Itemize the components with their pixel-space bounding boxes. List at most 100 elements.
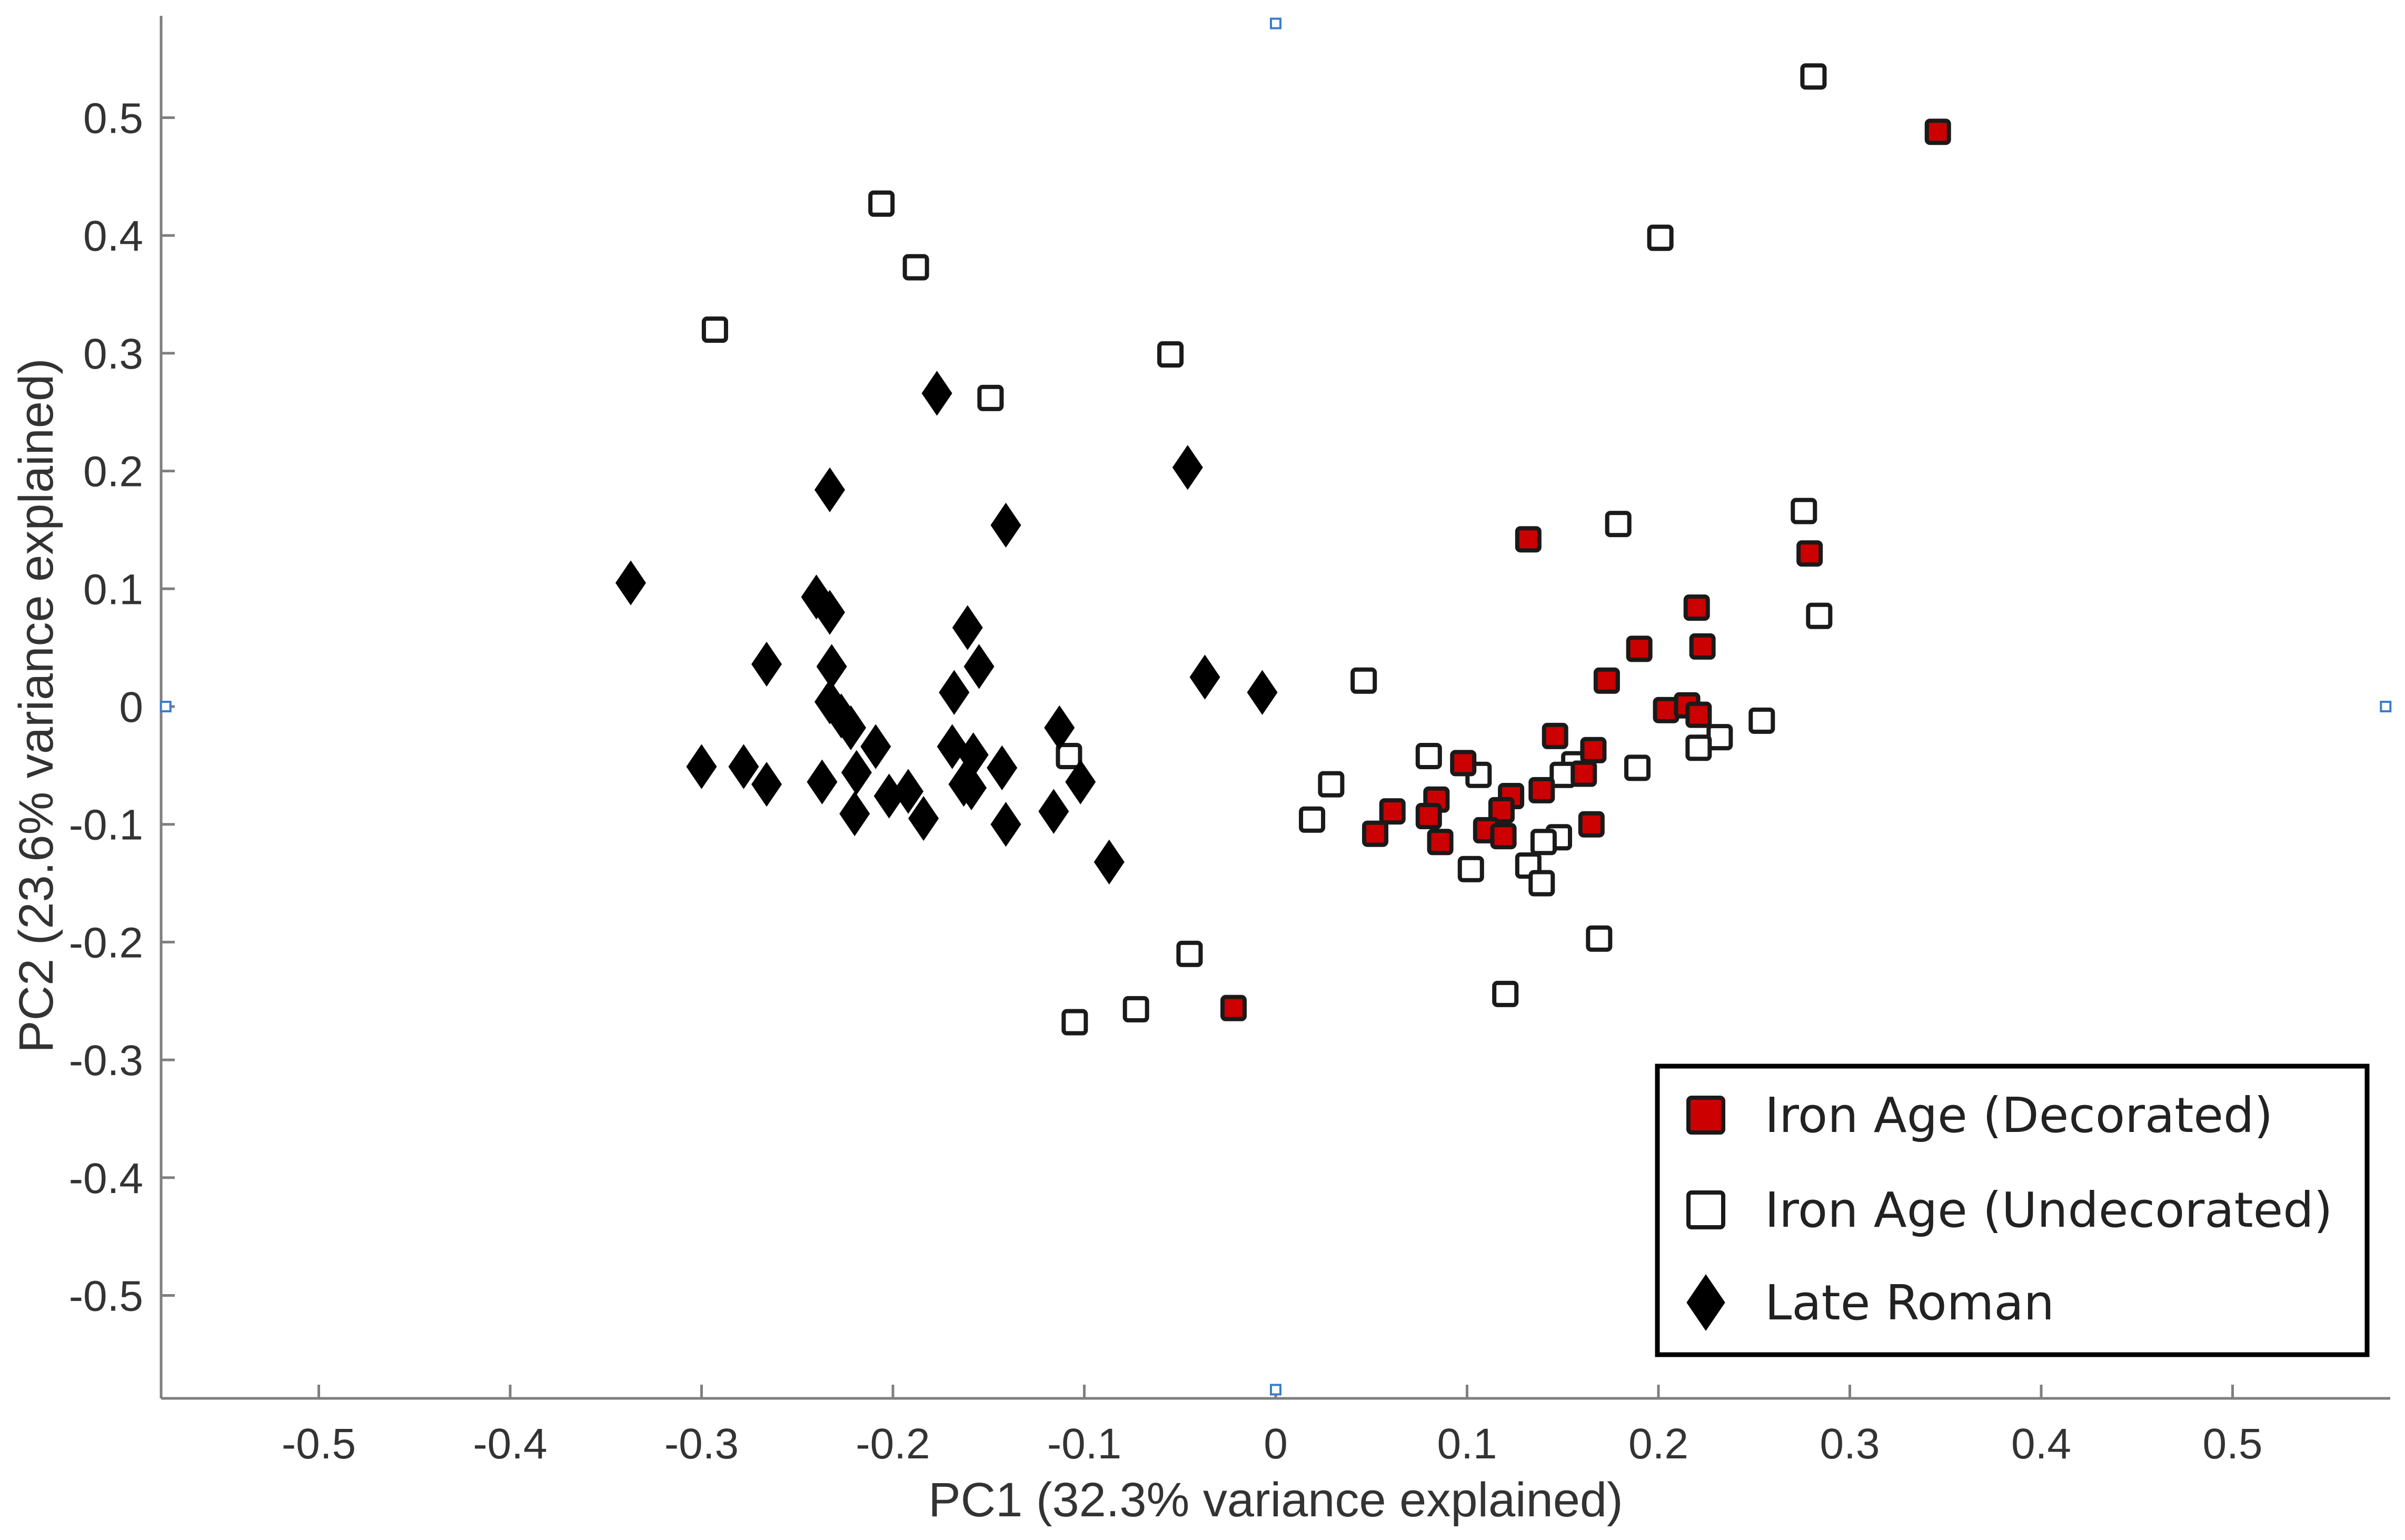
- series-iron-age-undecorated: [701, 63, 1833, 1036]
- data-point: [1220, 995, 1247, 1021]
- legend-marker: [1686, 1190, 1725, 1229]
- data-point: [686, 744, 717, 789]
- data-point: [987, 745, 1018, 790]
- data-point: [1488, 797, 1515, 823]
- x-tick-label: -0.3: [664, 1420, 739, 1468]
- data-point: [937, 724, 968, 769]
- data-point: [1578, 811, 1605, 838]
- x-tick-label: 0.4: [2011, 1420, 2071, 1468]
- data-point: [1415, 742, 1442, 769]
- data-point: [908, 796, 939, 841]
- y-tick-label: -0.4: [69, 1155, 143, 1203]
- data-point: [1299, 806, 1326, 833]
- data-point: [1571, 760, 1597, 787]
- legend-marker: [1686, 1096, 1725, 1135]
- data-point: [1549, 761, 1576, 788]
- legend-label: Iron Age (Undecorated): [1765, 1182, 2333, 1238]
- data-point: [921, 371, 952, 416]
- data-point: [963, 644, 995, 689]
- data-point: [1626, 635, 1653, 662]
- data-point: [807, 759, 838, 804]
- x-tick-label: 0.3: [1820, 1420, 1880, 1468]
- data-point: [952, 605, 983, 650]
- data-point: [1056, 742, 1082, 769]
- legend: Iron Age (Decorated) Iron Age (Undecorate…: [1655, 1064, 2370, 1357]
- data-point: [860, 724, 891, 769]
- data-point: [1379, 798, 1406, 825]
- data-point: [1189, 654, 1220, 700]
- data-point: [751, 641, 782, 687]
- data-point: [801, 574, 832, 620]
- data-point: [1415, 803, 1442, 830]
- data-point: [1350, 667, 1377, 694]
- y-tick-label: -0.1: [69, 801, 143, 849]
- data-point: [615, 560, 647, 605]
- data-point: [1685, 734, 1712, 761]
- y-tick-label: 0.1: [83, 565, 143, 613]
- data-point: [1706, 724, 1733, 751]
- y-tick-label: 0.2: [83, 448, 143, 496]
- y-tick-label: 0.4: [83, 212, 143, 260]
- data-point: [1924, 118, 1951, 145]
- data-point: [1647, 224, 1674, 251]
- x-ticks: -0.5 -0.4 -0.3 -0.2 -0.1 0 0.1 0.2 0.3 0.4 0.5: [282, 1385, 2263, 1468]
- x-tick-label: -0.4: [473, 1420, 547, 1468]
- data-point: [1689, 633, 1716, 660]
- y-tick-label: 0: [119, 683, 143, 731]
- data-point: [1683, 594, 1710, 621]
- data-point: [1061, 1009, 1088, 1036]
- legend-entries: Iron Age (Decorated) Iron Age (Undecorate…: [1686, 1087, 2333, 1331]
- data-point: [1800, 63, 1827, 90]
- data-point: [1172, 445, 1203, 490]
- data-point: [990, 802, 1021, 847]
- legend-label: Iron Age (Decorated): [1765, 1087, 2273, 1144]
- y-tick-label: -0.2: [69, 919, 143, 967]
- data-point: [1580, 737, 1607, 763]
- data-point: [1530, 829, 1557, 856]
- data-point: [1450, 750, 1477, 777]
- data-point: [1528, 870, 1555, 897]
- data-point: [1427, 829, 1454, 856]
- data-point: [1515, 526, 1542, 553]
- origin-marker: [1270, 1384, 1281, 1396]
- series-iron-age-decorated: [1220, 118, 1951, 1021]
- y-tick-label: 0.5: [83, 95, 143, 143]
- data-point: [1247, 670, 1278, 715]
- data-point: [1157, 341, 1184, 368]
- data-point: [814, 590, 846, 635]
- data-point: [1176, 940, 1203, 967]
- legend-box: [1655, 1064, 2370, 1357]
- data-point: [836, 705, 867, 750]
- x-tick-label: 0.1: [1437, 1420, 1497, 1468]
- data-point: [1362, 820, 1389, 847]
- y-tick-label: 0.3: [83, 330, 143, 378]
- data-point: [1094, 839, 1125, 885]
- data-point: [839, 791, 870, 837]
- data-points: [615, 63, 1951, 1036]
- data-point: [977, 384, 1004, 411]
- origin-marker: [1270, 17, 1281, 29]
- data-point: [1593, 667, 1620, 694]
- y-axis-title: PC2 (23.6% variance explained): [9, 358, 63, 1052]
- data-point: [1624, 754, 1651, 781]
- x-tick-label: -0.5: [282, 1420, 356, 1468]
- data-point: [1457, 856, 1484, 882]
- data-point: [1791, 498, 1817, 524]
- data-point: [1685, 701, 1712, 728]
- data-point: [1605, 511, 1632, 538]
- data-point: [1492, 980, 1519, 1007]
- data-point: [990, 502, 1021, 548]
- data-point: [1796, 540, 1823, 567]
- data-point: [902, 254, 929, 281]
- origin-marker: [2380, 701, 2392, 712]
- x-tick-label: 0.2: [1628, 1420, 1688, 1468]
- data-point: [868, 190, 895, 217]
- data-point: [816, 644, 847, 689]
- series-late-roman: [615, 371, 1278, 885]
- data-point: [1586, 925, 1613, 952]
- data-point: [1542, 722, 1568, 749]
- x-tick-label: -0.1: [1047, 1420, 1121, 1468]
- x-tick-label: 0.5: [2203, 1420, 2263, 1468]
- data-point: [1806, 602, 1833, 629]
